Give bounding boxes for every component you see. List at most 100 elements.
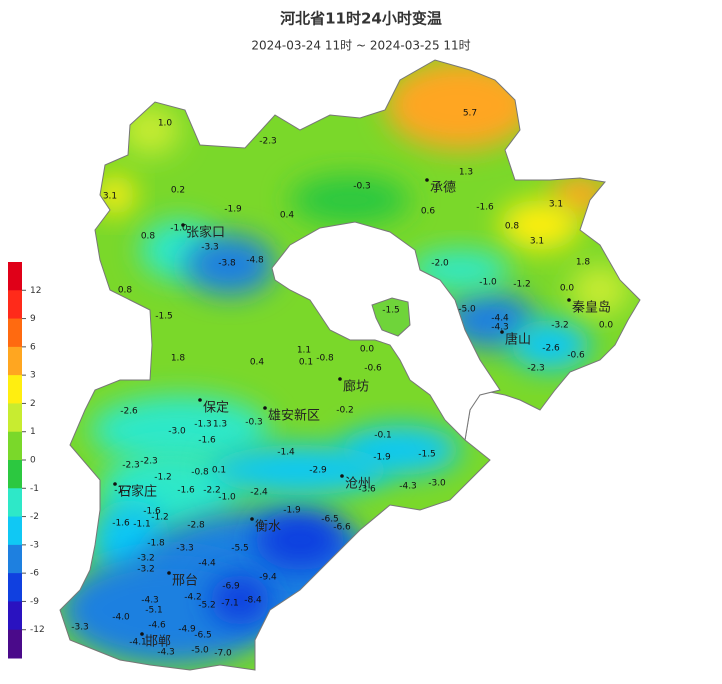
field-blob	[185, 235, 275, 295]
station-value: -3.2	[551, 321, 569, 331]
station-value: -2.8	[187, 521, 205, 531]
enclave	[371, 297, 411, 337]
city-dot	[113, 482, 117, 486]
station-value: -1.2	[154, 473, 172, 483]
station-value: -4.2	[184, 593, 202, 603]
city-dot	[181, 223, 185, 227]
station-value: 1.3	[459, 168, 473, 178]
legend-tick-label: 1	[30, 427, 36, 437]
title: 河北省11时24小时变温	[280, 10, 442, 28]
legend-tick-label: -1	[30, 484, 39, 494]
station-value: 5.7	[463, 109, 477, 119]
station-value: 1.8	[576, 258, 591, 268]
legend-swatch	[8, 516, 22, 546]
station-value: -5.0	[191, 646, 209, 656]
legend-swatch	[8, 544, 22, 574]
legend-swatch	[8, 629, 22, 659]
city-dot	[338, 377, 342, 381]
station-value: -2.3	[140, 457, 158, 467]
station-value: 0.6	[421, 207, 436, 217]
station-value: 1.0	[158, 119, 173, 129]
station-value: -4.9	[178, 625, 196, 635]
station-value: -2.6	[542, 344, 560, 354]
legend-tick-label: 3	[30, 371, 36, 381]
city-label: 秦皇岛	[572, 300, 611, 316]
station-value: -7.0	[214, 649, 232, 659]
legend-swatch	[8, 488, 22, 518]
station-value: -2.9	[309, 466, 327, 476]
station-value: -4.3	[491, 323, 509, 333]
station-value: -5.2	[198, 601, 216, 611]
station-value: -4.1	[129, 638, 147, 648]
station-value: -6.5	[321, 515, 339, 525]
station-value: 0.4	[280, 211, 295, 221]
station-value: -1.0	[170, 224, 188, 234]
station-value: -3.0	[168, 427, 186, 437]
field-blob	[510, 320, 590, 370]
city-dot	[567, 298, 571, 302]
legend-swatch	[8, 262, 22, 291]
station-value: -0.3	[353, 182, 371, 192]
station-value: -4.3	[157, 648, 175, 658]
stations: 5.7 1.0 -2.3 1.3 -0.3 0.2 3.1 -1.6 3.1 -1.9 0.4 0.6…	[71, 109, 613, 659]
station-value: -0.1	[374, 431, 392, 441]
legend: 12 9 6 3 2 1 0 -1 -2 -3 -6 -9 -12	[8, 262, 45, 659]
legend-swatch	[8, 375, 22, 404]
legend-swatch	[8, 573, 22, 602]
station-value: -3.3	[176, 544, 194, 554]
station-value: -9.4	[259, 573, 277, 583]
station-value: 0.0	[560, 284, 575, 294]
station-value: 0.0	[599, 321, 614, 331]
station-value: -0.6	[567, 351, 585, 361]
station-value: -4.3	[141, 596, 159, 606]
city-label: 保定	[203, 401, 229, 416]
station-value: -0.6	[364, 364, 382, 374]
legend-tick-label: 2	[30, 399, 36, 409]
city-label: 石家庄	[118, 484, 157, 500]
station-value: -1.6	[177, 486, 195, 496]
city-dot	[263, 406, 267, 410]
station-value: -1.5	[382, 306, 400, 316]
station-value: -1.9	[373, 453, 391, 463]
station-value: -0.8	[316, 354, 334, 364]
city-dot	[425, 178, 429, 182]
city-label: 廊坊	[343, 379, 369, 395]
legend-tick-label: 12	[30, 286, 41, 296]
temperature-field	[60, 60, 640, 670]
station-value: -2.3	[259, 137, 277, 147]
station-value: -1.4	[277, 448, 295, 458]
legend-tick-label: -6	[30, 569, 39, 579]
field-blob	[500, 200, 580, 250]
station-value: 3.1	[549, 200, 563, 210]
station-value: -1.6	[143, 507, 161, 517]
station-value: 1.1	[297, 346, 311, 356]
city-dot	[340, 474, 344, 478]
field-blob	[210, 575, 270, 625]
station-value: -3.6	[358, 485, 376, 495]
field-blob	[210, 445, 390, 495]
legend-swatch	[8, 431, 22, 461]
station-value: 0.8	[141, 232, 156, 242]
station-value: -1.7	[114, 486, 132, 496]
station-value: -1.1	[133, 520, 151, 530]
city-dot	[198, 398, 202, 402]
city-label: 衡水	[255, 520, 281, 535]
station-value: -8.4	[244, 596, 262, 606]
station-value: 1.3	[213, 420, 227, 430]
station-value: -1.5	[155, 312, 173, 322]
station-value: -1.0	[479, 278, 497, 288]
station-value: -2.3	[527, 364, 545, 374]
station-value: -3.3	[71, 623, 89, 633]
field-blob	[570, 265, 630, 315]
subtitle: 2024-03-24 11时 ~ 2024-03-25 11时	[251, 39, 470, 53]
station-value: 0.8	[118, 286, 133, 296]
station-value: -2.0	[431, 259, 449, 269]
station-value: -3.2	[137, 565, 155, 575]
station-value: -2.6	[120, 407, 138, 417]
legend-tick-label: 6	[30, 342, 36, 352]
city-dot	[500, 330, 504, 334]
legend-tick-label: -3	[30, 540, 39, 550]
city-label: 唐山	[505, 332, 531, 348]
station-value: -4.6	[148, 621, 166, 631]
